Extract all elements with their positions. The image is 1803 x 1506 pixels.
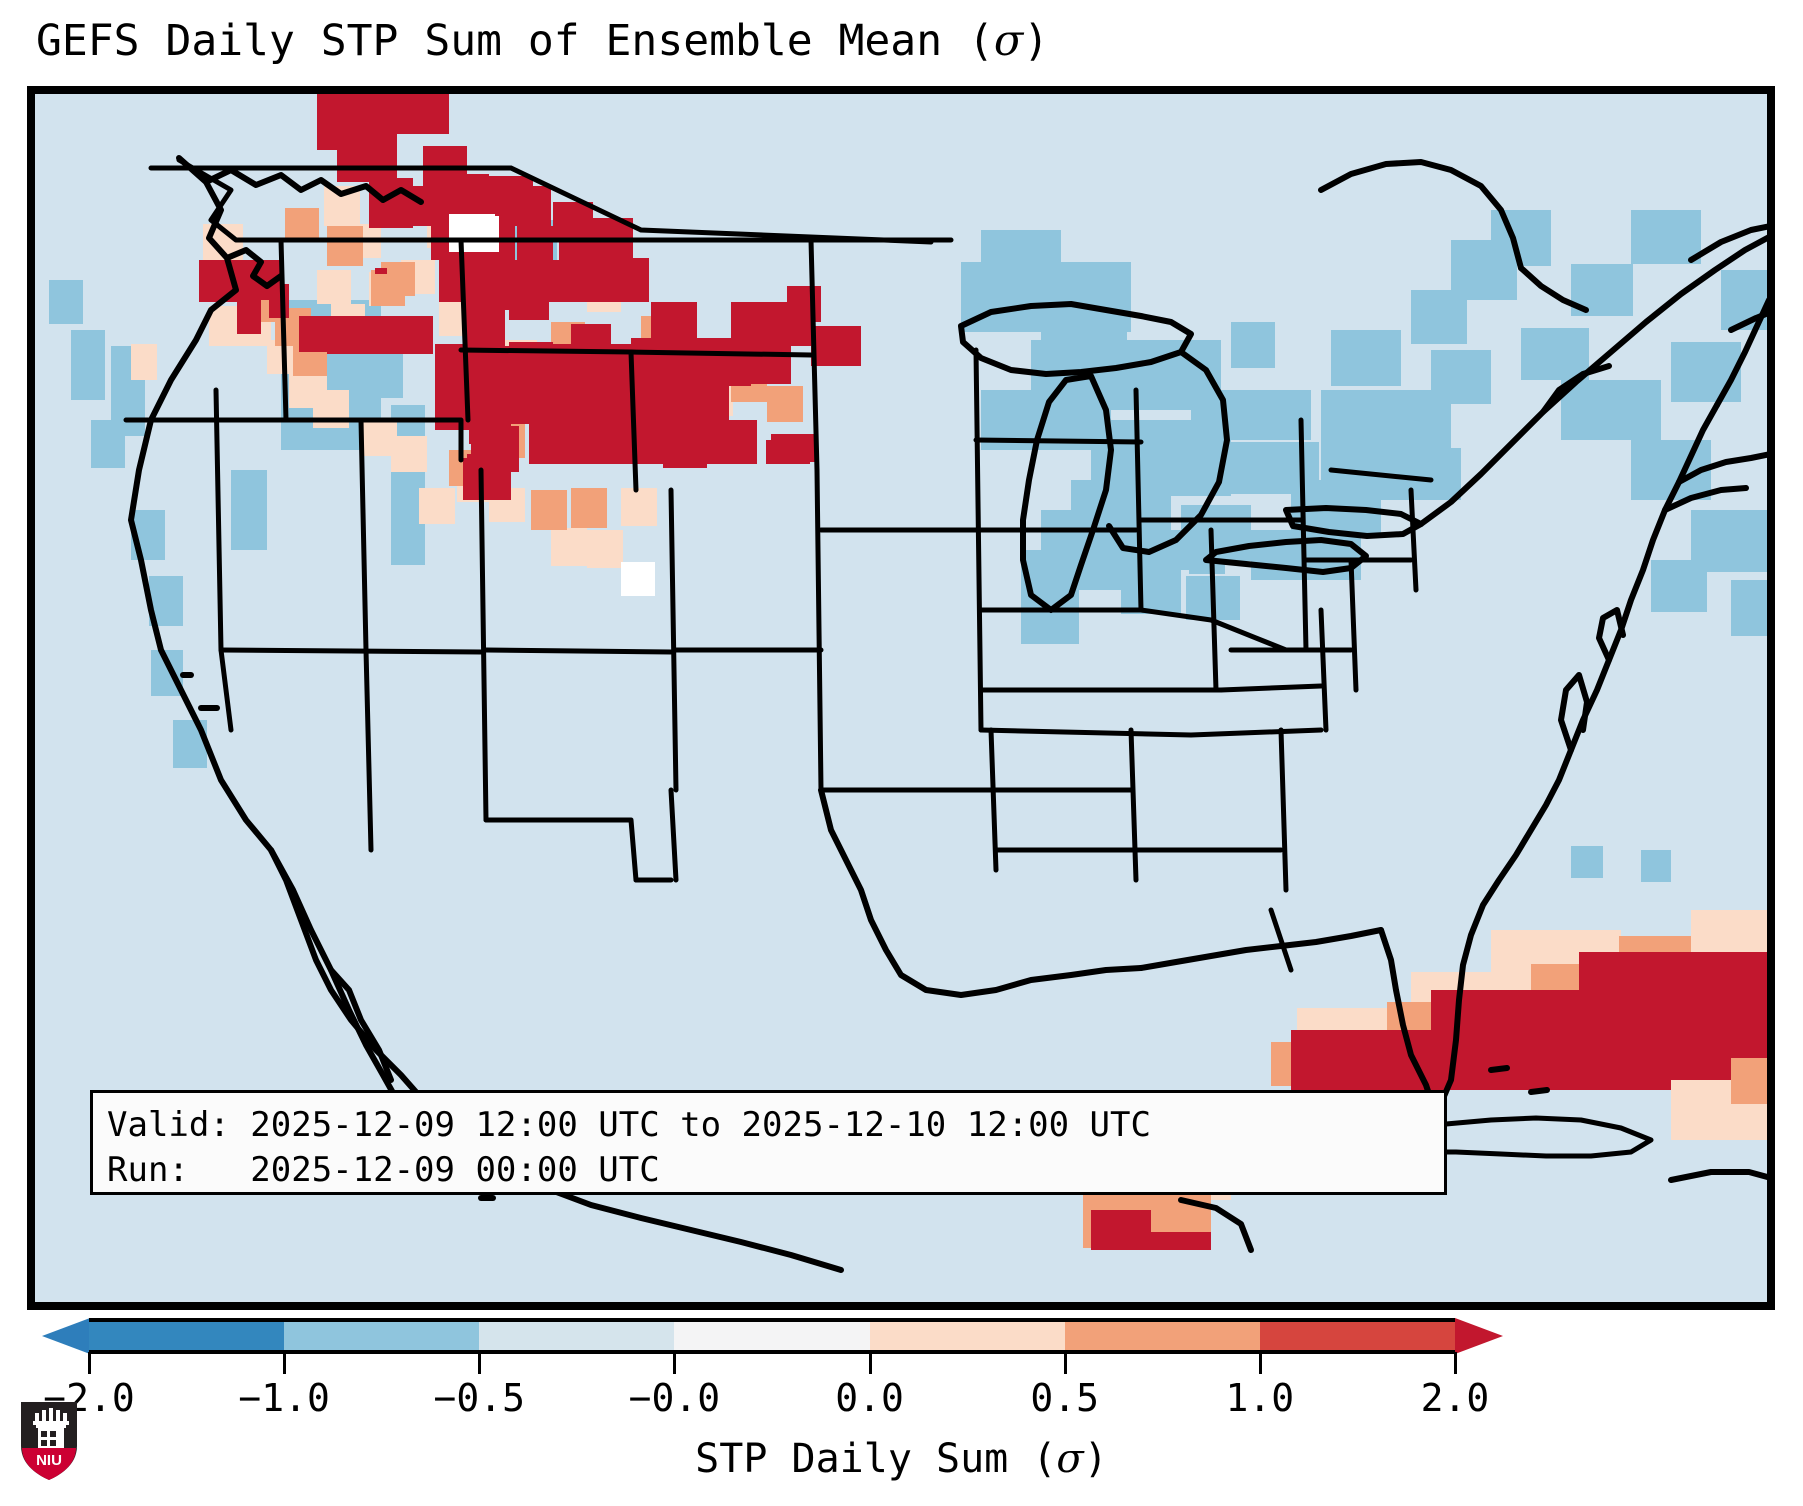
heatmap-cells	[49, 90, 1771, 1250]
colorbar-segment-6	[1259, 1320, 1455, 1352]
colorbar-sigma-symbol: σ	[1056, 1436, 1084, 1482]
niu-logo: NIU	[21, 1402, 77, 1480]
colorbar-panel[interactable]: −2.0 −1.0 −0.5 −0.0 0.0 0.5 1.0 2.0 STP Daily S…	[0, 1317, 1803, 1506]
colorbar-segment-3	[674, 1320, 870, 1352]
colorbar-tick-label-3: −0.0	[628, 1376, 721, 1420]
colorbar-extend-high-arrow	[1455, 1318, 1503, 1354]
political-boundaries	[123, 157, 1434, 973]
map-panel[interactable]: Valid: 2025-12-09 12:00 UTC to 2025-12-1…	[27, 86, 1775, 1310]
colorbar-tick-label-5: 0.5	[1030, 1376, 1100, 1420]
colorbar-tick-label-7: 2.0	[1420, 1376, 1490, 1420]
colorbar-tick-label-2: −0.5	[433, 1376, 526, 1420]
colorbar-segment-2	[479, 1320, 675, 1352]
colorbar-top-rule	[89, 1318, 1455, 1322]
colorbar-axis-label: STP Daily Sum (σ)	[0, 1436, 1803, 1482]
colorbar-segment-0	[89, 1320, 285, 1352]
logo-castle-windows	[41, 1431, 56, 1446]
colorbar-bottom-rule	[89, 1350, 1455, 1354]
page-title: GEFS Daily STP Sum of Ensemble Mean (σ)	[36, 16, 1049, 66]
page-title-text-after: )	[1023, 16, 1050, 66]
page-title-text: GEFS Daily STP Sum of Ensemble Mean (	[36, 16, 994, 66]
colorbar-segment-1	[284, 1320, 480, 1352]
colorbar-tick-4	[868, 1352, 872, 1374]
colorbar-tick-1	[283, 1352, 287, 1374]
colorbar-tick-6	[1258, 1352, 1262, 1374]
infobox-line-valid: Valid: 2025-12-09 12:00 UTC to 2025-12-1…	[107, 1105, 1151, 1145]
colorbar-label-text: STP Daily Sum (	[695, 1436, 1057, 1482]
coastlines	[128, 155, 1771, 1273]
colorbar-segment-4	[869, 1320, 1065, 1352]
colorbar-tick-2	[478, 1352, 482, 1374]
map-inner-border	[31, 90, 1771, 1306]
colorbar-extend-low-arrow	[42, 1318, 90, 1354]
colorbar-tick-0	[88, 1352, 91, 1374]
colorbar-tick-5	[1063, 1352, 1067, 1374]
colorbar-tick-3	[673, 1352, 677, 1374]
valid-run-infobox: Valid: 2025-12-09 12:00 UTC to 2025-12-1…	[90, 1090, 1447, 1195]
colorbar-tick-7	[1454, 1352, 1457, 1374]
colorbar-tick-label-6: 1.0	[1225, 1376, 1295, 1420]
colorbar-tick-label-1: −1.0	[238, 1376, 330, 1420]
colorbar-gradient[interactable]	[89, 1320, 1455, 1352]
sigma-symbol: σ	[993, 16, 1024, 66]
infobox-line-run: Run: 2025-12-09 00:00 UTC	[107, 1150, 660, 1190]
colorbar-label-text-after: )	[1083, 1436, 1108, 1482]
colorbar-tick-label-4: 0.0	[835, 1376, 904, 1420]
logo-shield-bottom	[22, 1448, 76, 1480]
logo-text: NIU	[36, 1452, 62, 1469]
colorbar-segment-5	[1064, 1320, 1260, 1352]
